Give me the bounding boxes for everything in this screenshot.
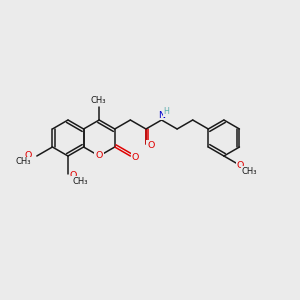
Text: CH₃: CH₃ [90, 96, 106, 105]
Text: H: H [164, 107, 169, 116]
Text: CH₃: CH₃ [72, 176, 88, 185]
Text: O: O [24, 151, 32, 160]
Text: O: O [132, 152, 139, 161]
Text: N: N [158, 110, 165, 119]
Text: O: O [70, 170, 77, 179]
Text: CH₃: CH₃ [15, 158, 31, 166]
Text: O: O [237, 160, 244, 169]
Text: CH₃: CH₃ [242, 167, 257, 176]
Text: O: O [95, 151, 103, 160]
Text: O: O [147, 141, 155, 150]
Text: O: O [95, 151, 103, 160]
